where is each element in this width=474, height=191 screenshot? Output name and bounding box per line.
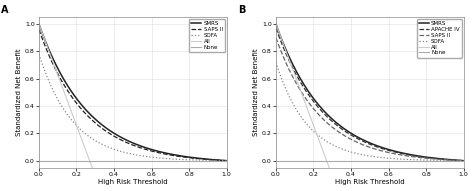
APACHE IV [410,154,415,157]
SMRS [296,74,301,77]
SMRS [36,23,42,25]
None [154,159,160,162]
SAPS II [36,28,42,31]
SOFA [273,61,279,64]
None [59,159,64,162]
Line: APACHE IV: APACHE IV [276,28,464,161]
Text: B: B [238,5,246,15]
None [173,159,178,162]
SMRS [224,159,229,162]
SMRS [59,74,64,77]
None [172,159,177,162]
SOFA [154,157,160,159]
None [273,159,279,162]
SOFA [110,148,116,150]
None [409,159,414,162]
X-axis label: High Risk Threshold: High Risk Threshold [335,179,405,185]
SAPS II [173,155,178,157]
SAPS II [59,79,64,82]
Text: A: A [1,5,9,15]
SMRS [410,154,415,156]
SMRS [347,132,353,134]
SOFA [173,158,178,160]
SAPS II [154,151,160,154]
APACHE IV [273,27,279,29]
None [97,159,103,162]
SOFA [409,159,414,161]
SAPS II [224,159,229,162]
None [391,159,397,162]
SOFA [36,53,42,55]
None [224,159,229,162]
SOFA [461,159,466,162]
SAPS II [391,153,397,155]
SAPS II [110,135,116,137]
All [97,188,103,190]
Line: SAPS II: SAPS II [276,38,464,161]
Line: SOFA: SOFA [276,62,464,161]
SMRS [97,122,103,125]
SMRS [461,159,466,162]
Line: SAPS II: SAPS II [39,30,227,161]
SMRS [154,150,160,152]
None [461,159,466,162]
Line: SOFA: SOFA [39,54,227,161]
Line: SMRS: SMRS [39,24,227,161]
None [410,159,415,162]
SOFA [391,158,397,160]
SAPS II [172,155,177,157]
APACHE IV [461,159,466,162]
SMRS [391,150,397,152]
Line: All: All [276,24,464,191]
SMRS [273,23,279,25]
APACHE IV [296,78,301,80]
SOFA [296,112,301,114]
Line: All: All [39,24,227,191]
SAPS II [461,159,466,162]
All [273,23,279,25]
None [110,159,116,162]
Line: SMRS: SMRS [276,24,464,161]
SAPS II [273,37,279,39]
SOFA [224,159,229,162]
SOFA [347,151,353,153]
Legend: SMRS, SAPS II, SOFA, All, None: SMRS, SAPS II, SOFA, All, None [189,19,225,52]
SAPS II [409,155,414,158]
SAPS II [296,86,301,88]
APACHE IV [347,133,353,136]
SAPS II [347,138,353,140]
APACHE IV [409,154,414,156]
All [59,84,64,86]
SMRS [409,154,414,156]
All [334,188,340,190]
SMRS [110,132,116,134]
None [334,159,340,162]
None [296,159,301,162]
X-axis label: High Risk Threshold: High Risk Threshold [98,179,168,185]
SAPS II [410,155,415,158]
Legend: SMRS, APACHE IV, SAPS II, SOFA, All, None: SMRS, APACHE IV, SAPS II, SOFA, All, Non… [417,19,462,58]
All [296,84,301,86]
SAPS II [97,126,103,128]
SOFA [59,105,64,107]
SAPS II [334,130,340,132]
SOFA [410,159,415,161]
Y-axis label: Standardized Net Benefit: Standardized Net Benefit [16,49,22,136]
APACHE IV [334,124,340,127]
SMRS [173,154,178,156]
None [347,159,353,162]
SMRS [172,154,177,156]
APACHE IV [391,151,397,153]
SOFA [172,158,177,160]
All [36,23,42,25]
SOFA [97,142,103,144]
SMRS [334,122,340,125]
None [36,159,42,162]
Y-axis label: Standardized Net Benefit: Standardized Net Benefit [253,49,259,136]
SOFA [334,146,340,148]
